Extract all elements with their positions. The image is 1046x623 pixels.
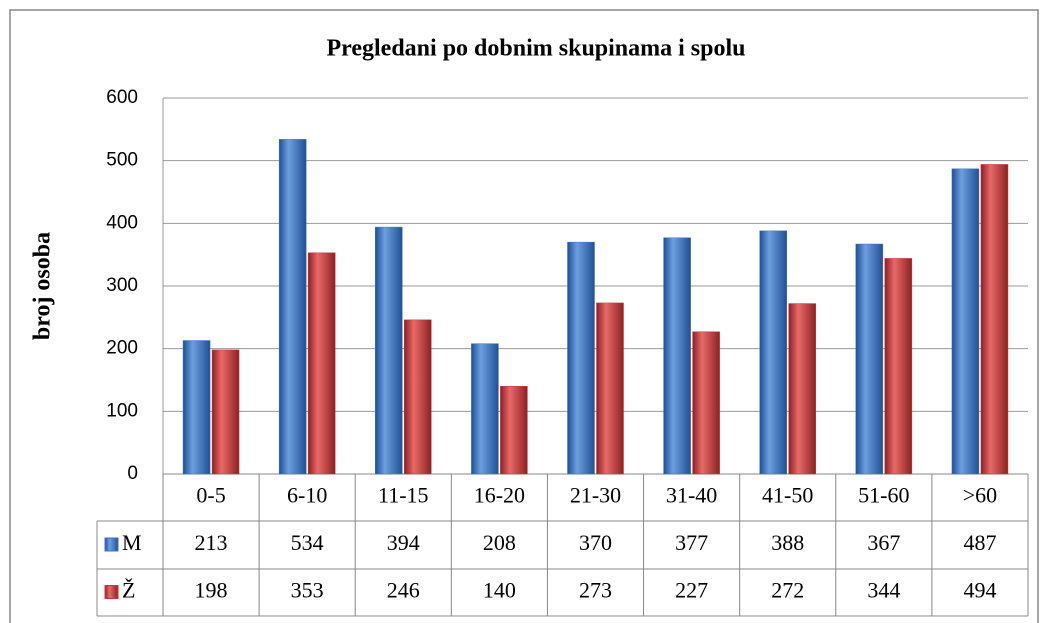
legend-label: Ž (122, 578, 135, 603)
table-value: 388 (771, 530, 804, 555)
y-tick-label: 400 (106, 212, 138, 233)
bar (375, 226, 403, 475)
bar (307, 252, 336, 475)
bar (692, 331, 720, 475)
bar (567, 241, 595, 475)
bar (884, 258, 913, 475)
bar (500, 386, 528, 475)
x-tick-label: 11-15 (378, 483, 429, 508)
bar (278, 139, 307, 475)
bar (951, 168, 980, 475)
table-value: 198 (195, 578, 228, 603)
bar (404, 319, 432, 475)
table-value: 367 (867, 530, 900, 555)
x-tick-label: 21-30 (570, 483, 621, 508)
bar (471, 343, 499, 475)
x-tick-label: 51-60 (858, 483, 909, 508)
table-value: 494 (963, 578, 996, 603)
y-tick-label: 0 (127, 463, 138, 484)
x-tick-label: 41-50 (762, 483, 813, 508)
table-value: 394 (387, 530, 420, 555)
table-value: 273 (579, 578, 612, 603)
bar (855, 243, 884, 475)
chart-border (9, 9, 1039, 623)
x-tick-label: 6-10 (287, 483, 327, 508)
table-value: 140 (483, 578, 516, 603)
bar (596, 302, 624, 475)
bar (211, 349, 240, 475)
chart-title: Pregledani po dobnim skupinama i spolu (326, 36, 745, 62)
y-axis-label: broj osoba (30, 232, 56, 340)
y-tick-label: 100 (106, 400, 138, 421)
table-value: 344 (867, 578, 900, 603)
table-value: 213 (195, 530, 228, 555)
x-tick-label: 0-5 (196, 483, 225, 508)
table-value: 272 (771, 578, 804, 603)
table-value: 370 (579, 530, 612, 555)
y-tick-label: 300 (106, 275, 138, 296)
legend-label: M (122, 530, 142, 555)
table-value: 487 (963, 530, 996, 555)
y-tick-label: 600 (106, 87, 138, 108)
table-value: 353 (291, 578, 324, 603)
y-tick-label: 500 (106, 150, 138, 171)
legend-key (104, 537, 119, 552)
x-tick-label: 31-40 (666, 483, 717, 508)
bar (182, 340, 211, 475)
table-value: 534 (291, 530, 324, 555)
table-value: 227 (675, 578, 708, 603)
bar (663, 237, 691, 475)
bar (759, 230, 787, 475)
legend-key (104, 585, 119, 599)
bar (788, 303, 816, 475)
table-value: 377 (675, 530, 708, 555)
x-tick-label: >60 (963, 483, 997, 508)
table-value: 208 (483, 530, 516, 555)
bar (980, 164, 1009, 475)
table-value: 246 (387, 578, 420, 603)
y-tick-label: 200 (106, 338, 138, 359)
x-tick-label: 16-20 (474, 483, 525, 508)
